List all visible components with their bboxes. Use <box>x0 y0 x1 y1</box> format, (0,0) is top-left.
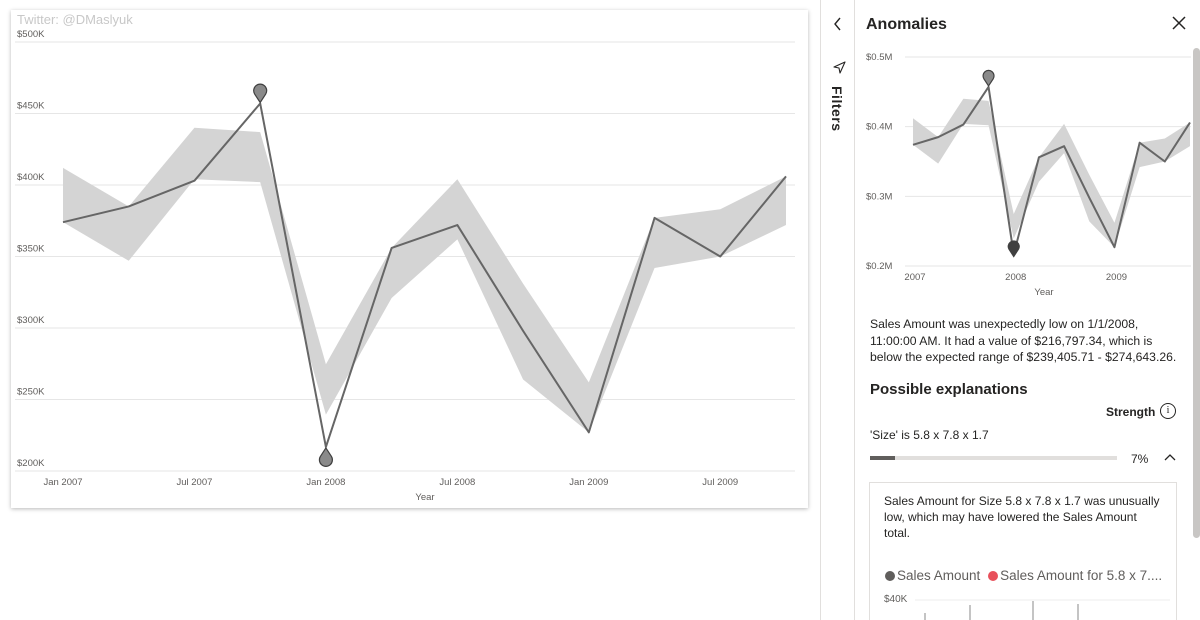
mini-x-axis-title: Year <box>1034 287 1053 298</box>
legend-dot-size-sales <box>988 571 999 581</box>
pane-scrollbar[interactable] <box>1193 48 1200 538</box>
filters-strip[interactable]: Filters <box>820 0 854 620</box>
explanation-card[interactable]: Sales Amount for Size 5.8 x 7.8 x 1.7 wa… <box>869 482 1177 620</box>
info-icon[interactable]: i <box>1160 403 1176 419</box>
pane-title: Anomalies <box>866 16 947 33</box>
y-tick-label: $450K <box>17 101 45 112</box>
anomalies-pane: Anomalies $0.5M $0.4M $0.3M $0.2M 2007 2008 20… <box>854 0 1200 620</box>
legend-dot-sales-amount <box>885 571 895 581</box>
funnel-icon[interactable] <box>831 60 847 76</box>
chevron-left-icon[interactable] <box>828 12 848 36</box>
anomaly-marker-low <box>318 446 333 467</box>
chevron-up-icon[interactable] <box>1162 450 1178 462</box>
anomaly-description: Sales Amount was unexpectedly low on 1/1… <box>870 317 1177 364</box>
y-tick-label: $0.2M <box>866 261 892 272</box>
strength-label: Strength <box>1106 405 1156 419</box>
legend-label-size-sales: Sales Amount for 5.8 x 7.... <box>1000 568 1163 583</box>
explanation-text: Sales Amount for Size 5.8 x 7.8 x 1.7 wa… <box>884 494 1160 540</box>
close-icon[interactable] <box>1168 12 1190 34</box>
y-tick-label: $400K <box>17 172 45 183</box>
strength-percent: 7% <box>1131 452 1149 466</box>
x-tick-label: Jan 2009 <box>569 477 608 488</box>
x-tick-label: Jul 2008 <box>439 477 475 488</box>
anomaly-marker-low-selected <box>1007 240 1020 258</box>
y-tick-label: $0.4M <box>866 122 892 133</box>
expected-range-band <box>913 98 1190 248</box>
strength-bar-fill <box>870 456 895 460</box>
expected-range-band <box>63 127 786 433</box>
y-tick-label: $300K <box>17 315 45 326</box>
filters-label[interactable]: Filters <box>829 86 845 132</box>
x-axis-title: Year <box>415 492 434 503</box>
y-tick-label: $0.5M <box>866 52 892 63</box>
y-tick-label: $0.3M <box>866 191 892 202</box>
sales-amount-line <box>912 85 1191 256</box>
y-tick-label: $500K <box>17 29 45 40</box>
explanations-title: Possible explanations <box>870 381 1028 398</box>
x-tick-label: Jan 2007 <box>43 477 82 488</box>
watermark: Twitter: @DMaslyuk <box>17 12 133 27</box>
scrollbar-thumb[interactable] <box>1193 48 1200 538</box>
main-chart-card[interactable]: Twitter: @DMaslyuk $500K $450K $400K $350K $… <box>11 10 808 508</box>
sales-amount-line <box>62 102 787 448</box>
explanation-mini-chart <box>915 599 1170 620</box>
main-line-chart[interactable]: $500K $450K $400K $350K $300K $250K $200K Jan 2… <box>11 10 808 508</box>
mini-x-tick-label: 2008 <box>1005 272 1026 283</box>
anomaly-marker-high <box>982 69 995 88</box>
y-tick-label: $250K <box>17 387 45 398</box>
mini-x-tick-label: 2007 <box>904 272 925 283</box>
factor-label[interactable]: 'Size' is 5.8 x 7.8 x 1.7 <box>870 428 989 442</box>
x-tick-label: Jan 2008 <box>306 477 345 488</box>
y-tick-label: $200K <box>17 458 45 469</box>
x-tick-label: Jul 2007 <box>176 477 212 488</box>
explanation-legend: Sales Amount Sales Amount for 5.8 x 7...… <box>885 568 1162 583</box>
mini-x-tick-label: 2009 <box>1106 272 1127 283</box>
x-tick-label: Jul 2009 <box>702 477 738 488</box>
legend-label-sales-amount: Sales Amount <box>897 568 981 583</box>
anomaly-marker-high <box>253 83 268 104</box>
detail-y-tick: $40K <box>884 594 908 605</box>
strength-bar <box>870 456 1117 460</box>
mini-anomaly-chart[interactable]: $0.5M $0.4M $0.3M $0.2M 2007 2008 2009 Year <box>855 44 1191 304</box>
y-tick-label: $350K <box>17 244 45 255</box>
